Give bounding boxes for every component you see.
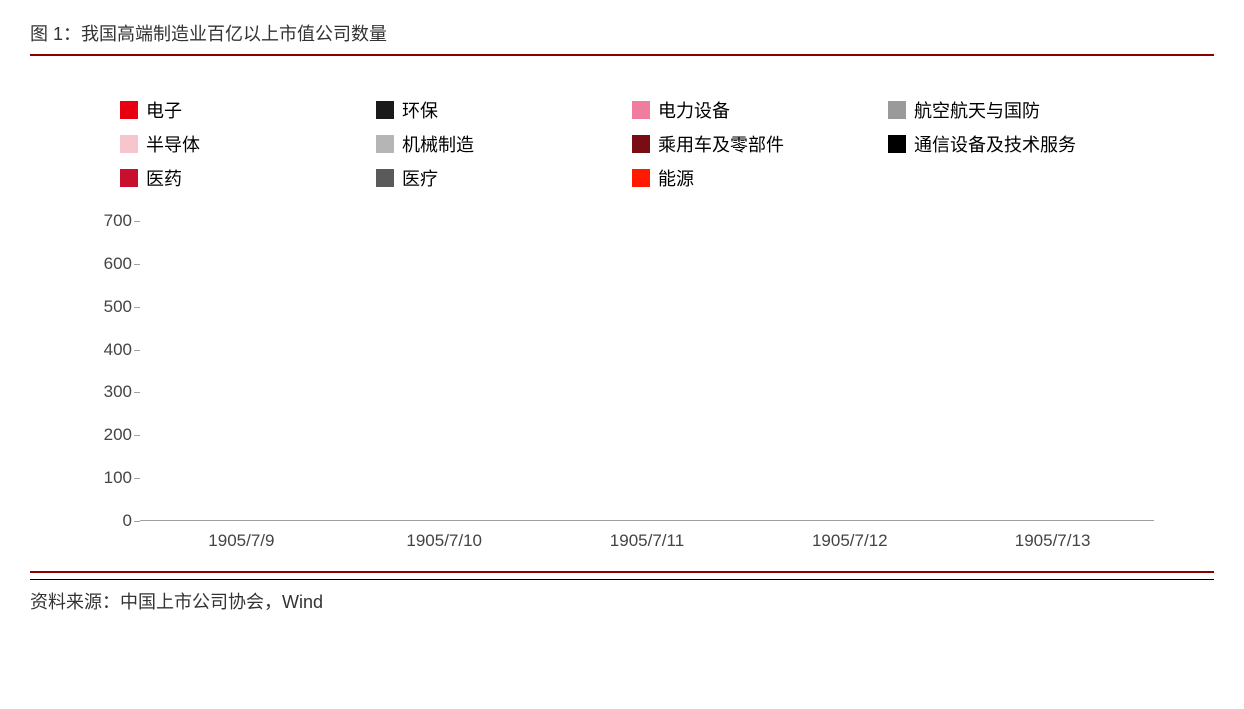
figure-title: 图 1：我国高端制造业百亿以上市值公司数量 (30, 20, 1214, 54)
x-axis-labels: 1905/7/9 1905/7/10 1905/7/11 1905/7/12 1905/… (140, 521, 1154, 561)
plot: 0100200300400500600700 1905/7/91905/7/10… (90, 221, 1154, 561)
x-tick-label: 1905/7/13 (982, 521, 1124, 561)
legend-item: 电子 (120, 97, 356, 123)
x-tick-label: 1905/7/10 (373, 521, 515, 561)
plot-area (140, 221, 1154, 521)
legend-item: 医疗 (376, 165, 612, 191)
legend-swatch (120, 101, 138, 119)
legend-label: 乘用车及零部件 (658, 131, 784, 157)
y-tick-label: 600 (104, 254, 132, 274)
legend-label: 电力设备 (658, 97, 730, 123)
figure-container: 图 1：我国高端制造业百亿以上市值公司数量 电子 环保 电力设备 航空航天与国防半导体… (30, 20, 1214, 614)
legend-item: 乘用车及零部件 (632, 131, 868, 157)
legend-swatch (376, 101, 394, 119)
legend-swatch (120, 135, 138, 153)
y-tick-label: 0 (123, 511, 132, 531)
legend-swatch (376, 135, 394, 153)
legend-item: 航空航天与国防 (888, 97, 1124, 123)
legend-label: 医药 (146, 165, 182, 191)
x-tick-label: 1905/7/12 (779, 521, 921, 561)
legend-swatch (632, 169, 650, 187)
legend-item: 电力设备 (632, 97, 868, 123)
legend-swatch (888, 135, 906, 153)
x-tick-label: 1905/7/9 (170, 521, 312, 561)
chart-wrap: 电子 环保 电力设备 航空航天与国防半导体 机械制造 乘用车及零部件 通信设备及技术服务医药… (30, 62, 1214, 571)
legend-label: 医疗 (402, 165, 438, 191)
legend-label: 电子 (146, 97, 182, 123)
y-tick-label: 200 (104, 425, 132, 445)
legend-item: 半导体 (120, 131, 356, 157)
legend-label: 通信设备及技术服务 (914, 131, 1076, 157)
legend-swatch (632, 135, 650, 153)
legend-swatch (120, 169, 138, 187)
y-tick-label: 100 (104, 468, 132, 488)
legend-label: 半导体 (146, 131, 200, 157)
y-tick-label: 500 (104, 297, 132, 317)
legend-swatch (632, 101, 650, 119)
legend-label: 航空航天与国防 (914, 97, 1040, 123)
legend-item: 能源 (632, 165, 868, 191)
y-axis-labels: 0100200300400500600700 (90, 221, 136, 521)
legend-item: 环保 (376, 97, 612, 123)
legend-item: 通信设备及技术服务 (888, 131, 1124, 157)
bar-groups (140, 221, 1154, 520)
legend-label: 能源 (658, 165, 694, 191)
figure-source: 资料来源：中国上市公司协会，Wind (30, 580, 1214, 614)
legend: 电子 环保 电力设备 航空航天与国防半导体 机械制造 乘用车及零部件 通信设备及技术服务医药… (120, 97, 1124, 191)
legend-swatch (376, 169, 394, 187)
x-tick-label: 1905/7/11 (576, 521, 718, 561)
legend-label: 环保 (402, 97, 438, 123)
title-rule (30, 54, 1214, 56)
bottom-rule-dark (30, 571, 1214, 573)
y-tick-label: 400 (104, 340, 132, 360)
legend-swatch (888, 101, 906, 119)
y-tick-label: 700 (104, 211, 132, 231)
legend-item: 医药 (120, 165, 356, 191)
legend-label: 机械制造 (402, 131, 474, 157)
y-tick-label: 300 (104, 382, 132, 402)
legend-item: 机械制造 (376, 131, 612, 157)
